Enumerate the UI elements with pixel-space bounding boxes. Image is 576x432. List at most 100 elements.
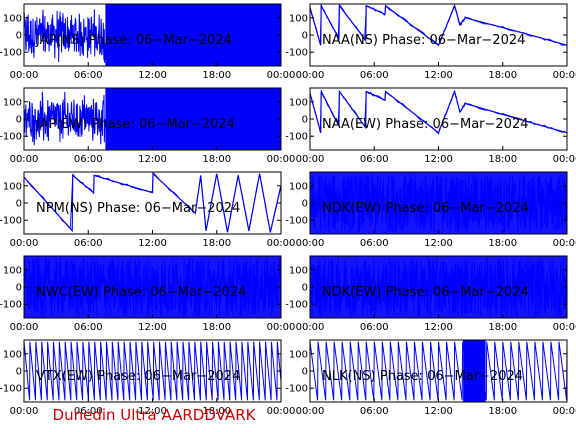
- series-trace-1: [310, 4, 567, 47]
- xtick-label: 18:00: [488, 70, 517, 81]
- xtick-label: 06:00: [360, 154, 389, 165]
- xtick-label: 00:00: [553, 322, 576, 333]
- xtick-label: 00:00: [553, 154, 576, 165]
- ytick-label: 100: [289, 265, 308, 276]
- xtick-label: 12:00: [138, 154, 167, 165]
- xtick-label: 06:00: [360, 406, 389, 417]
- series-trace-3: [310, 89, 567, 135]
- panel-1: 100 0 -100 00:00 06:00 12:00 18:00 00:00 NAA(NS)…: [285, 3, 576, 81]
- panel-title: NWC(EW) Phase: 06−Mar−2024: [36, 285, 246, 300]
- xtick-label: 06:00: [360, 322, 389, 333]
- xtick-label: 06:00: [74, 406, 103, 417]
- ytick-label: 100: [289, 349, 308, 360]
- panel-3: 100 0 -100 00:00 06:00 12:00 18:00 00:00 NAA(EW)…: [285, 87, 576, 165]
- xtick-label: 12:00: [424, 70, 453, 81]
- xtick-label: 06:00: [360, 70, 389, 81]
- xtick-label: 12:00: [424, 322, 453, 333]
- xtick-label: 12:00: [424, 154, 453, 165]
- xtick-label: 12:00: [138, 70, 167, 81]
- ytick-label: -100: [285, 216, 308, 227]
- trace-sawtooth: [24, 341, 281, 401]
- xtick-label: 18:00: [202, 154, 231, 165]
- panel-title: JAP(EW) Phase: 06−Mar−2024: [35, 117, 235, 132]
- trace-fill: [310, 256, 567, 318]
- trace-sawtooth: [310, 341, 567, 401]
- ytick-label: -100: [285, 384, 308, 395]
- panel-title: NPM(NS) Phase: 06−Mar−2024: [36, 201, 240, 216]
- xtick-label: 00:00: [553, 238, 576, 249]
- panel-5: 100 0 -100 00:00 06:00 12:00 18:00 00:00 NDK(EW)…: [285, 171, 576, 249]
- ytick-label: -100: [0, 132, 22, 143]
- xtick-label: 18:00: [488, 238, 517, 249]
- series-trace-0: [24, 4, 281, 66]
- ytick-label: 0: [16, 283, 22, 294]
- series-trace-8: [24, 341, 281, 401]
- ytick-label: 0: [16, 115, 22, 126]
- panel-title: NDK(EW) Phase: 06−Mar−2024: [322, 201, 529, 216]
- ytick-label: 100: [3, 265, 22, 276]
- series-trace-9: [310, 340, 567, 402]
- xtick-label: 12:00: [138, 238, 167, 249]
- ytick-label: -100: [0, 216, 22, 227]
- panel-9: 100 0 -100 00:00 06:00 12:00 18:00 00:00 NLK(NS)…: [285, 339, 576, 417]
- ytick-label: 100: [3, 97, 22, 108]
- xtick-label: 00:00: [296, 238, 325, 249]
- series-trace-7: [310, 256, 567, 318]
- ytick-label: 0: [302, 31, 308, 42]
- ytick-label: -100: [0, 384, 22, 395]
- xtick-label: 00:00: [10, 238, 39, 249]
- xtick-label: 00:00: [296, 406, 325, 417]
- ytick-label: 0: [16, 199, 22, 210]
- ytick-label: 100: [289, 97, 308, 108]
- panel-6: 100 0 -100 00:00 06:00 12:00 18:00 00:00 NWC(EW)…: [0, 255, 295, 333]
- xtick-label: 12:00: [424, 238, 453, 249]
- xtick-label: 06:00: [74, 238, 103, 249]
- panel-title: NLK(NS) Phase: 06−Mar−2024: [322, 369, 523, 384]
- ytick-label: -100: [0, 48, 22, 59]
- series-trace-6: [24, 256, 281, 318]
- ytick-label: 100: [289, 13, 308, 24]
- xtick-label: 18:00: [202, 70, 231, 81]
- xtick-label: 12:00: [138, 406, 167, 417]
- xtick-label: 00:00: [10, 70, 39, 81]
- trace-fill: [24, 256, 281, 318]
- xtick-label: 06:00: [360, 238, 389, 249]
- ytick-label: 0: [302, 283, 308, 294]
- trace-fill: [105, 4, 281, 66]
- trace-fill: [310, 172, 567, 234]
- xtick-label: 06:00: [74, 154, 103, 165]
- ytick-label: 100: [3, 181, 22, 192]
- trace-noise: [310, 89, 566, 135]
- ytick-label: 0: [16, 367, 22, 378]
- xtick-label: 00:00: [296, 70, 325, 81]
- ytick-label: 0: [302, 199, 308, 210]
- footer-text: Dunedin Ultra AARDDVARK: [53, 406, 257, 424]
- xtick-label: 06:00: [74, 322, 103, 333]
- xtick-label: 18:00: [202, 322, 231, 333]
- panel-0: 100 0 -100 00:00 06:00 12:00 18:00 00:00 JAP(NS)…: [0, 3, 295, 81]
- xtick-label: 18:00: [488, 406, 517, 417]
- panel-title: NAA(NS) Phase: 06−Mar−2024: [322, 33, 525, 48]
- xtick-label: 00:00: [10, 322, 39, 333]
- series-trace-2: [24, 88, 281, 150]
- panel-2: 100 0 -100 00:00 06:00 12:00 18:00 00:00 JAP(EW)…: [0, 87, 295, 165]
- panel-title: JAP(NS) Phase: 06−Mar−2024: [35, 33, 232, 48]
- xtick-label: 00:00: [553, 406, 576, 417]
- xtick-label: 18:00: [488, 154, 517, 165]
- series-trace-5: [310, 172, 567, 234]
- ytick-label: -100: [285, 48, 308, 59]
- ytick-label: 0: [302, 367, 308, 378]
- xtick-label: 00:00: [296, 322, 325, 333]
- trace-noise: [310, 4, 566, 46]
- xtick-label: 00:00: [296, 154, 325, 165]
- ytick-label: 0: [302, 115, 308, 126]
- xtick-label: 18:00: [488, 322, 517, 333]
- trace-fill: [463, 340, 486, 402]
- xtick-label: 00:00: [267, 238, 296, 249]
- ytick-label: 0: [16, 31, 22, 42]
- xtick-label: 12:00: [424, 406, 453, 417]
- xtick-label: 00:00: [10, 154, 39, 165]
- panel-title: VTX(EW) Phase: 06−Mar−2024: [36, 369, 240, 384]
- panel-4: 100 0 -100 00:00 06:00 12:00 18:00 00:00 NPM(NS)…: [0, 171, 296, 249]
